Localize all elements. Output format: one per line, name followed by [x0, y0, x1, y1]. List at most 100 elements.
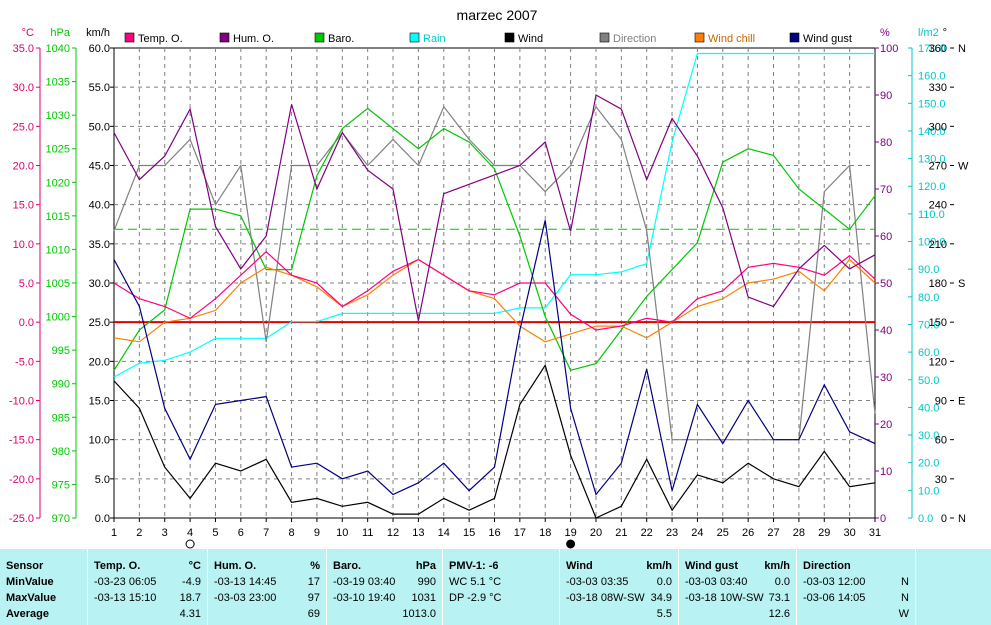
stats-gust-avg-value: 12.6	[768, 608, 790, 620]
x-tick-label: 17	[514, 527, 526, 539]
stats-temp-max-time: 15:10	[128, 592, 157, 604]
stats-baro-max-time: 19:40	[367, 592, 396, 604]
x-tick-label: 22	[641, 527, 653, 539]
x-tick-label: 28	[793, 527, 805, 539]
chart-axes: -25.0-20.0-15.0-10.0-5.00.05.010.015.020…	[9, 27, 969, 539]
stats-direction-column: Direction -03-03 12:00 N -03-06 14:05 N W	[796, 549, 915, 625]
x-tick-label: 4	[187, 527, 193, 539]
wind-tick-label: 35.0	[89, 239, 110, 251]
stats-hum-header: Hum. O.	[214, 560, 257, 572]
legend-swatch-temp	[124, 32, 135, 43]
hum-tick-label: 40	[880, 325, 892, 337]
legend-swatch-rain	[409, 32, 420, 43]
legend-label-gust: Wind gust	[803, 33, 852, 45]
hum-tick-label: 80	[880, 137, 892, 149]
stats-pmv-header: PMV-1: -6	[449, 560, 499, 572]
series-line-chill	[113, 258, 876, 343]
wind-tick-label: 40.0	[89, 200, 110, 212]
x-tick-label: 18	[539, 527, 551, 539]
x-tick-label: 24	[691, 527, 703, 539]
direction-compass-label: N	[958, 513, 966, 525]
x-tick-label: 14	[438, 527, 450, 539]
wind-tick-label: 5.0	[95, 474, 110, 486]
direction-compass-label: S	[958, 278, 965, 290]
legend-label-baro: Baro.	[328, 33, 354, 45]
stats-header-sensor: Sensor	[6, 560, 44, 572]
stats-baro-header: Baro.	[333, 560, 362, 572]
x-tick-label: 11	[362, 527, 373, 539]
chart-grid	[113, 47, 876, 519]
legend-label-direction: Direction	[613, 33, 656, 45]
direction-tick-label: 240	[929, 200, 947, 212]
legend-label-chill: Wind chill	[708, 33, 755, 45]
baro-tick-label: 1035	[46, 77, 70, 89]
stats-gust-header: Wind gust	[685, 560, 739, 572]
legend-label-temp: Temp. O.	[138, 33, 183, 45]
hum-tick-label: 90	[880, 90, 892, 102]
chart-title: marzec 2007	[457, 7, 538, 23]
moon-new-icon	[566, 539, 576, 549]
direction-tick-label: 210	[929, 239, 947, 251]
stats-gust-unit: km/h	[764, 560, 790, 572]
legend-label-hum: Hum. O.	[233, 33, 274, 45]
direction-compass-label: W	[958, 161, 969, 173]
stats-direction-min-date: -03-03	[803, 576, 835, 588]
rain-tick-label: 30.0	[918, 430, 939, 442]
stats-wind-column: Wind km/h -03-03 03:35 0.0 -03-18 08W-SW 34…	[559, 549, 678, 625]
x-tick-label: 20	[590, 527, 602, 539]
series-line-baro	[113, 107, 876, 372]
x-tick-label: 21	[615, 527, 627, 539]
x-tick-label: 12	[387, 527, 399, 539]
direction-tick-label: 0	[941, 513, 947, 525]
stats-gust-min-date: -03-03	[685, 576, 717, 588]
legend-swatch-wind	[504, 32, 515, 43]
baro-tick-label: 1005	[46, 278, 70, 290]
rain-tick-label: 40.0	[918, 402, 939, 414]
stats-temp-max-date: -03-13	[94, 592, 126, 604]
baro-tick-label: 1000	[46, 312, 70, 324]
wind-tick-label: 10.0	[89, 435, 110, 447]
stats-labels-column: Sensor MinValue MaxValue Average	[0, 549, 86, 625]
stats-temp-column: Temp. O. °C -03-23 06:05 -4.9 -03-13 15:10…	[87, 549, 207, 625]
x-tick-label: 26	[742, 527, 754, 539]
stats-wind-min-value: 0.0	[656, 576, 672, 588]
series-line-hum	[113, 94, 876, 321]
stats-wind-header: Wind	[566, 560, 593, 572]
direction-tick-label: 330	[929, 82, 947, 94]
rain-tick-label: 100.0	[918, 237, 946, 249]
baro-tick-label: 990	[52, 379, 70, 391]
rain-tick-label: 0.0	[918, 513, 933, 525]
rain-tick-label: 90.0	[918, 264, 939, 276]
stats-baro-avg-value: 1013.0	[402, 608, 436, 620]
direction-tick-label: 30	[935, 474, 947, 486]
weather-chart: marzec 2007 -25.0 -20.0 -15.0 -10.0 -5.0 0.0 5…	[9, 7, 969, 549]
direction-tick-label: 120	[929, 356, 947, 368]
temp-tick-label: -5.0	[15, 356, 34, 368]
direction-unit-label: °	[943, 27, 947, 39]
stats-hum-min-time: 14:45	[248, 576, 277, 588]
rain-tick-label: 50.0	[918, 375, 939, 387]
stats-wind-min-time: 03:35	[600, 576, 629, 588]
stats-temp-min-time: 06:05	[128, 576, 157, 588]
stats-pmv-dew-point: DP -2.9 °C	[449, 592, 502, 604]
x-tick-label: 30	[844, 527, 856, 539]
stats-wind-max-date: -03-18	[566, 592, 598, 604]
hum-tick-label: 0	[880, 513, 886, 525]
x-tick-label: 29	[818, 527, 830, 539]
stats-temp-unit: °C	[188, 560, 201, 572]
x-tick-label: 13	[412, 527, 424, 539]
stats-direction-min-time: 12:00	[837, 576, 866, 588]
stats-temp-max-value: 18.7	[179, 592, 201, 604]
legend-label-rain: Rain	[423, 33, 446, 45]
wind-tick-label: 60.0	[89, 43, 110, 55]
hum-tick-label: 10	[880, 466, 892, 478]
stats-baro-max-date: -03-10	[333, 592, 365, 604]
direction-tick-label: 270	[929, 161, 947, 173]
baro-tick-label: 1040	[46, 43, 70, 55]
chart-series	[113, 52, 876, 519]
temp-tick-label: -25.0	[9, 513, 34, 525]
series-line-wind	[113, 363, 876, 519]
stats-hum-column: Hum. O.% -03-13 14:45 17 -03-03 23:00 97 6…	[207, 549, 326, 625]
baro-tick-label: 980	[52, 446, 70, 458]
stats-hum-max-time: 23:00	[248, 592, 277, 604]
